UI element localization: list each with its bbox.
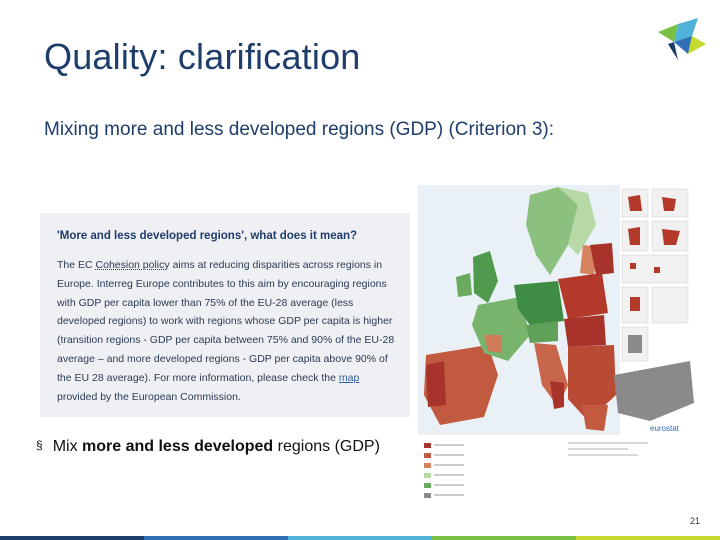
slide-subtitle: Mixing more and less developed regions (…	[44, 119, 555, 140]
cohesion-policy-link[interactable]: Cohesion policy	[95, 259, 170, 271]
footer-color-bar	[0, 536, 720, 540]
bullet-point: § Mix more and less developed regions (GD…	[36, 436, 396, 458]
footer-segment	[432, 536, 576, 540]
slide-title: Quality: clarification	[44, 36, 361, 77]
map-insets	[621, 188, 689, 362]
footer-segment	[288, 536, 432, 540]
bullet-text-start: Mix	[52, 438, 83, 455]
definition-box: 'More and less developed regions', what …	[40, 213, 410, 417]
map-link[interactable]: map	[338, 371, 360, 384]
definition-text: The EC Cohesion policy aims at reducing …	[57, 256, 402, 406]
interreg-logo	[658, 18, 706, 60]
footer-segment	[144, 536, 288, 540]
eurostat-label: eurostat	[650, 424, 680, 433]
bullet-marker: §	[36, 438, 43, 452]
footer-segment	[576, 536, 720, 540]
eu-regions-map: eurostat	[418, 185, 694, 500]
definition-heading: 'More and less developed regions', what …	[57, 230, 358, 242]
bullet-text-bold: more and less developed	[82, 438, 274, 455]
map-legend	[424, 442, 648, 498]
definition-text-end: provided by the European Commission.	[57, 390, 241, 403]
definition-text-middle: aims at reducing disparities across regi…	[57, 259, 395, 384]
page-number: 21	[690, 516, 701, 526]
definition-text-start: The EC	[57, 259, 96, 271]
footer-segment	[0, 536, 144, 540]
bullet-text-end: regions (GDP)	[273, 438, 380, 455]
